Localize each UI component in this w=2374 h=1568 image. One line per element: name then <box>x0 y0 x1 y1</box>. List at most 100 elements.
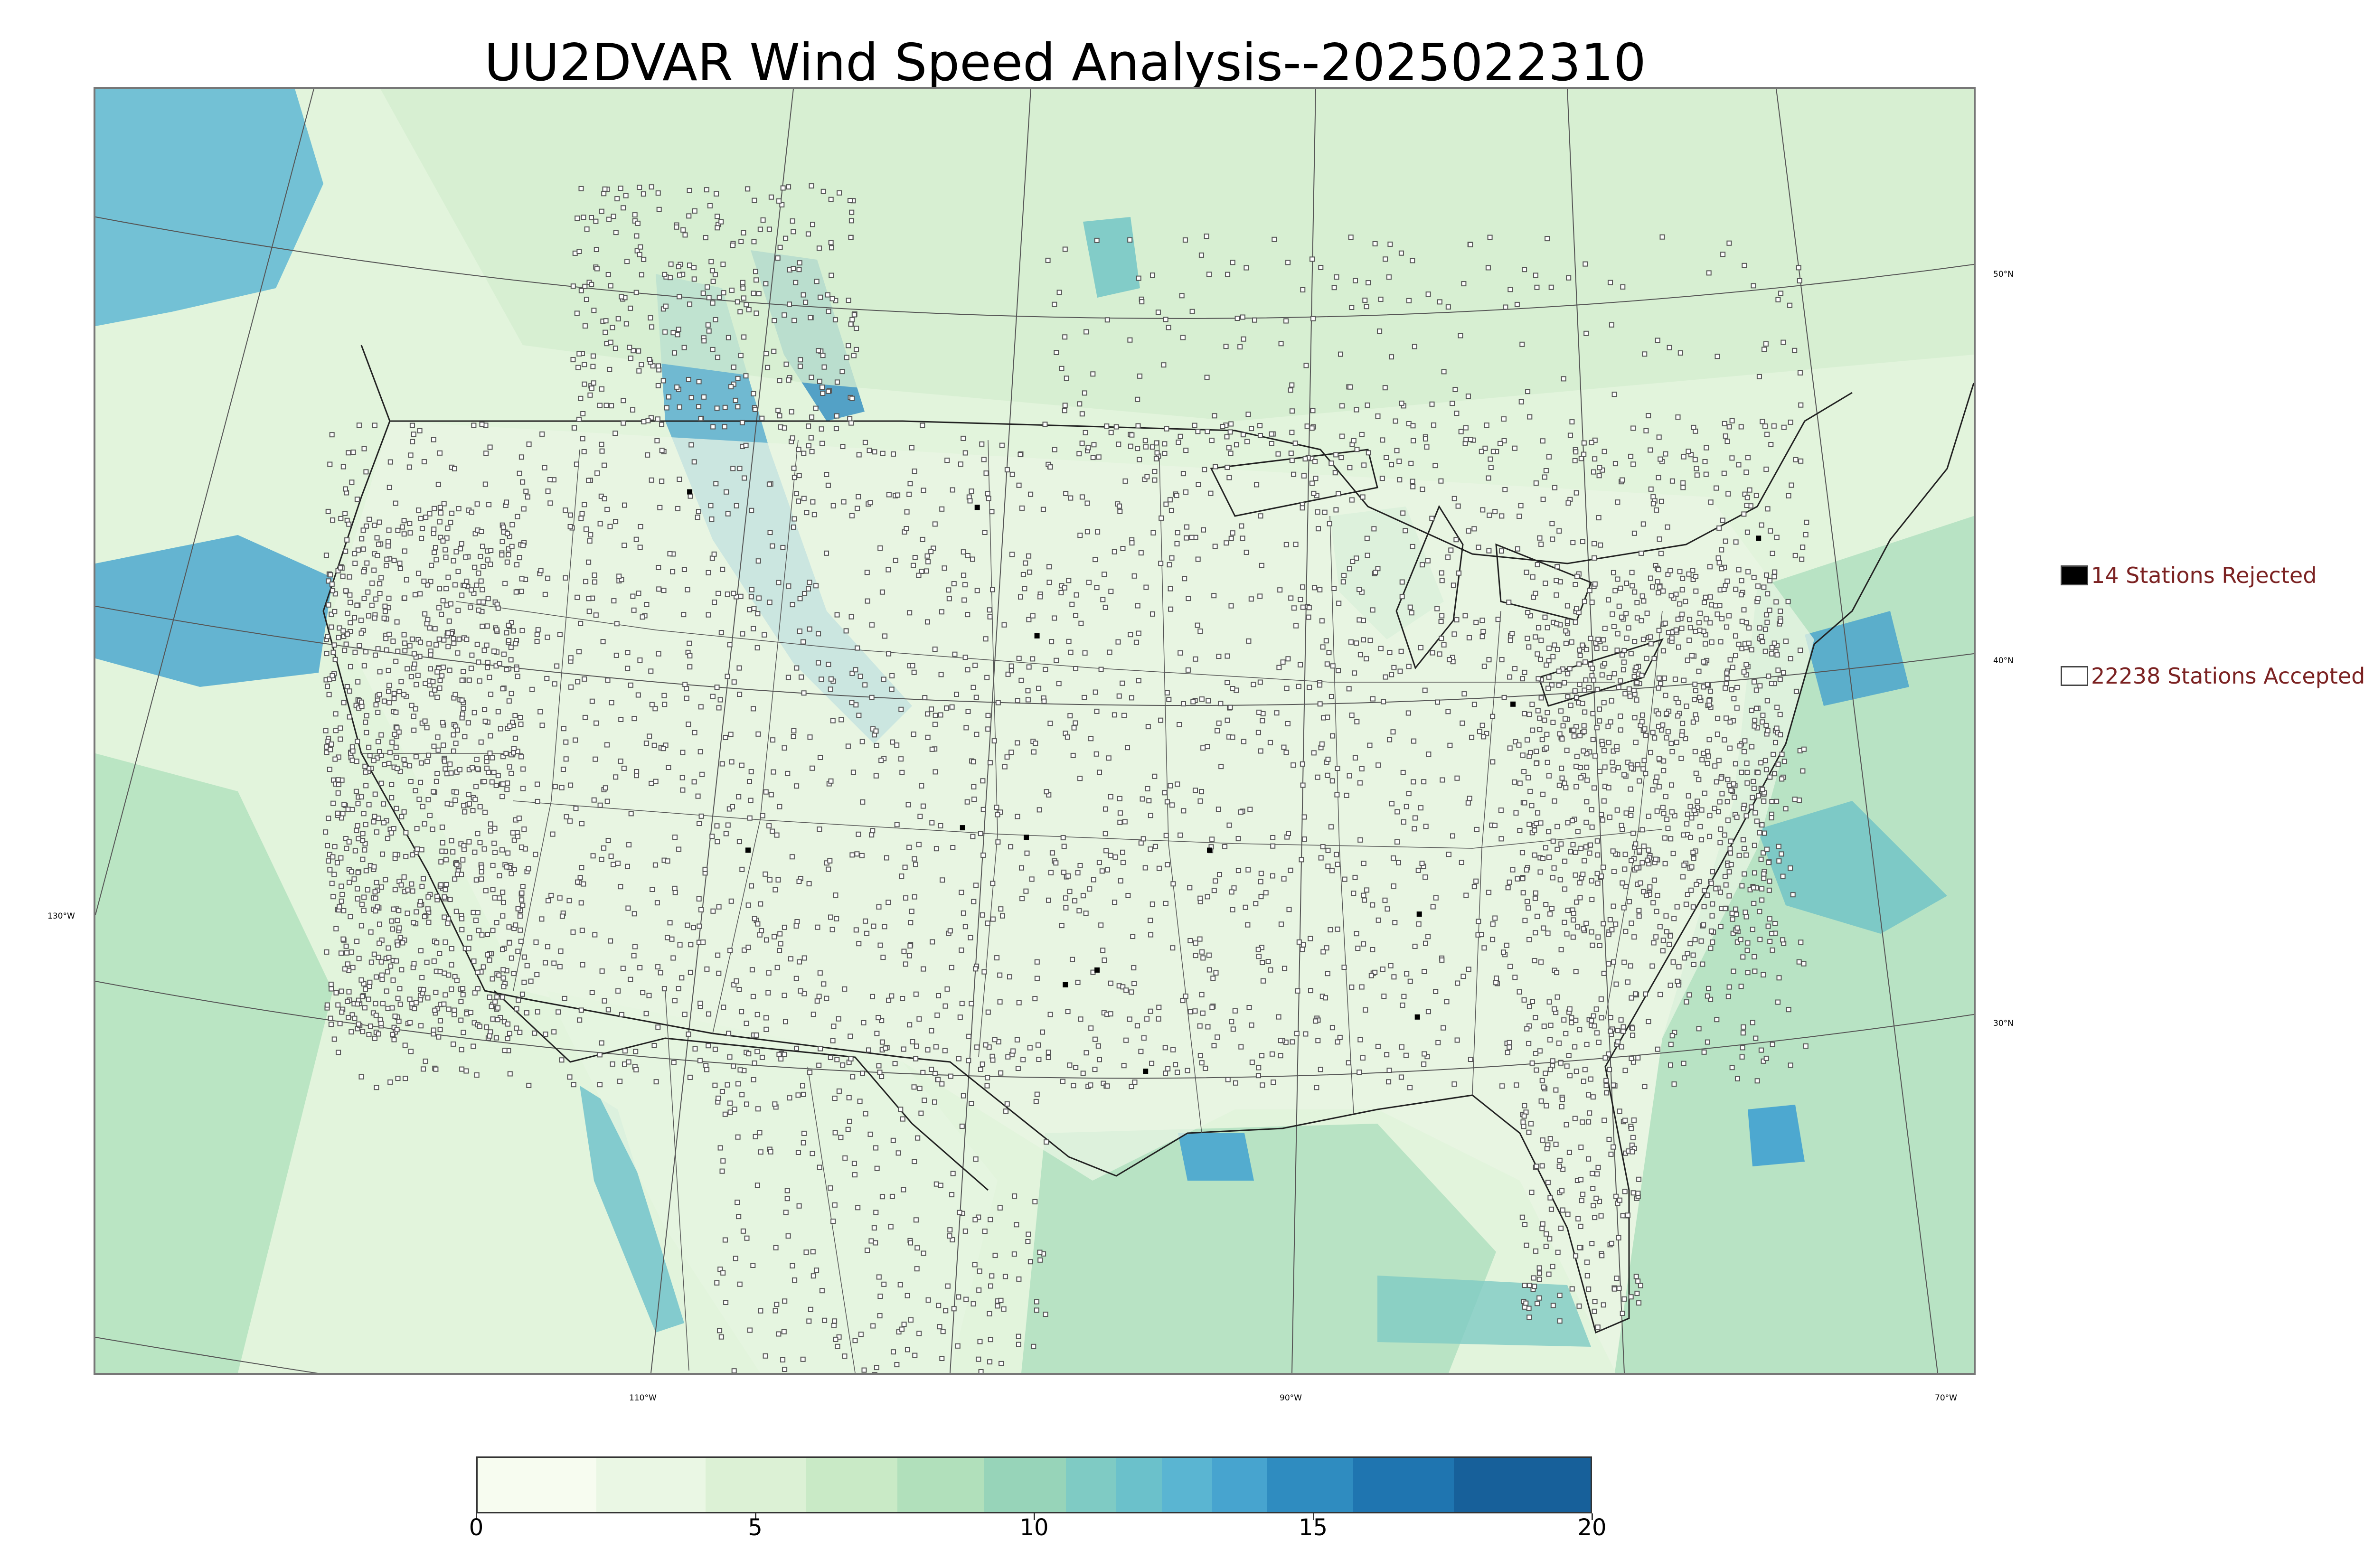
station-marker-accepted <box>1309 425 1315 431</box>
station-marker-accepted <box>1739 883 1745 889</box>
station-marker-accepted <box>1359 766 1365 771</box>
station-marker-accepted <box>1362 297 1368 303</box>
station-marker-accepted <box>834 612 840 618</box>
colorbar-segment <box>806 1458 897 1512</box>
station-marker-accepted <box>755 558 761 564</box>
station-marker-accepted <box>491 840 497 846</box>
station-marker-accepted <box>865 1248 870 1253</box>
station-marker-accepted <box>328 747 333 752</box>
station-marker-accepted <box>1170 881 1176 887</box>
station-marker-accepted <box>645 452 650 458</box>
station-marker-accepted <box>1000 913 1005 919</box>
station-marker-accepted <box>886 492 892 498</box>
station-marker-accepted <box>1559 1188 1565 1193</box>
station-marker-accepted <box>869 832 875 838</box>
station-marker-accepted <box>1095 1043 1101 1049</box>
station-marker-accepted <box>1558 1225 1564 1231</box>
station-marker-accepted <box>1455 980 1460 986</box>
station-marker-accepted <box>1755 583 1761 589</box>
station-marker-accepted <box>410 439 415 444</box>
station-marker-accepted <box>912 1352 918 1358</box>
station-marker-accepted <box>631 911 637 917</box>
station-marker-accepted <box>363 649 369 655</box>
state-line-b <box>513 800 1663 849</box>
station-marker-accepted <box>488 691 494 697</box>
station-marker-accepted <box>1391 974 1397 980</box>
station-marker-accepted <box>1310 408 1316 413</box>
station-marker-accepted <box>681 612 687 618</box>
station-marker-accepted <box>478 739 484 745</box>
station-marker-accepted <box>1727 846 1733 852</box>
station-marker-accepted <box>567 818 573 824</box>
station-marker-accepted <box>1542 717 1547 723</box>
station-marker-accepted <box>501 651 507 657</box>
station-marker-accepted <box>1726 424 1732 430</box>
lon-label-110w: 110°W <box>629 1393 657 1403</box>
station-marker-accepted <box>1769 931 1775 937</box>
station-marker-accepted <box>619 1012 624 1017</box>
station-marker-accepted <box>518 454 524 460</box>
station-marker-accepted <box>1680 480 1686 486</box>
station-marker-accepted <box>1703 594 1708 600</box>
station-marker-accepted <box>643 741 649 746</box>
station-marker-accepted <box>768 792 774 798</box>
station-marker-accepted <box>1558 1060 1564 1066</box>
station-marker-accepted <box>697 923 702 929</box>
station-marker-accepted <box>1574 573 1580 579</box>
station-marker-accepted <box>1485 265 1491 271</box>
station-marker-accepted <box>562 995 567 1001</box>
station-marker-accepted <box>1768 528 1773 534</box>
station-marker-accepted <box>1175 530 1180 535</box>
station-marker-accepted <box>798 988 803 994</box>
station-marker-accepted <box>1300 604 1306 610</box>
station-marker-accepted <box>978 831 983 836</box>
station-marker-accepted <box>346 450 351 456</box>
station-marker-accepted <box>454 977 460 983</box>
station-marker-accepted <box>1082 390 1087 396</box>
station-marker-accepted <box>879 1074 885 1079</box>
station-marker-accepted <box>841 499 847 505</box>
station-marker-accepted <box>393 658 399 664</box>
station-marker-accepted <box>1719 616 1725 621</box>
station-marker-accepted <box>757 932 763 938</box>
station-marker-accepted <box>816 348 821 354</box>
station-marker-accepted <box>787 1095 792 1101</box>
station-marker-accepted <box>755 1106 761 1112</box>
station-marker-accepted <box>1197 1023 1203 1029</box>
station-marker-accepted <box>680 227 686 233</box>
station-marker-accepted <box>1715 555 1721 561</box>
station-marker-accepted <box>1263 890 1269 896</box>
station-marker-accepted <box>737 1281 743 1287</box>
station-marker-accepted <box>461 1030 466 1035</box>
station-marker-accepted <box>947 928 953 934</box>
station-marker-accepted <box>1258 748 1263 754</box>
colorbar-segment <box>1266 1458 1354 1512</box>
station-marker-accepted <box>1152 844 1158 849</box>
station-marker-accepted <box>898 1107 904 1112</box>
station-marker-accepted <box>437 969 443 975</box>
station-marker-accepted <box>1526 1041 1532 1046</box>
station-marker-accepted <box>490 887 496 892</box>
station-marker-accepted <box>1425 934 1431 939</box>
station-marker-accepted <box>1556 782 1562 788</box>
station-marker-accepted <box>381 698 387 704</box>
station-marker-accepted <box>632 212 638 218</box>
station-marker-accepted <box>328 981 334 987</box>
station-marker-accepted <box>833 1336 838 1342</box>
station-marker-accepted <box>343 548 349 554</box>
station-marker-accepted <box>1206 952 1212 958</box>
station-marker-accepted <box>985 726 991 732</box>
station-marker-accepted <box>1686 449 1691 454</box>
station-marker-accepted <box>1622 852 1628 857</box>
station-marker-accepted <box>1211 593 1217 599</box>
station-marker-accepted <box>1573 763 1579 769</box>
station-marker-accepted <box>1534 749 1539 754</box>
station-marker-accepted <box>1415 867 1421 873</box>
station-marker-accepted <box>1762 758 1768 763</box>
station-marker-accepted <box>599 448 605 454</box>
station-marker-accepted <box>1513 810 1519 816</box>
station-marker-accepted <box>431 743 437 749</box>
station-marker-accepted <box>1714 485 1719 491</box>
station-marker-accepted <box>730 243 735 248</box>
station-marker-accepted <box>1572 688 1578 694</box>
